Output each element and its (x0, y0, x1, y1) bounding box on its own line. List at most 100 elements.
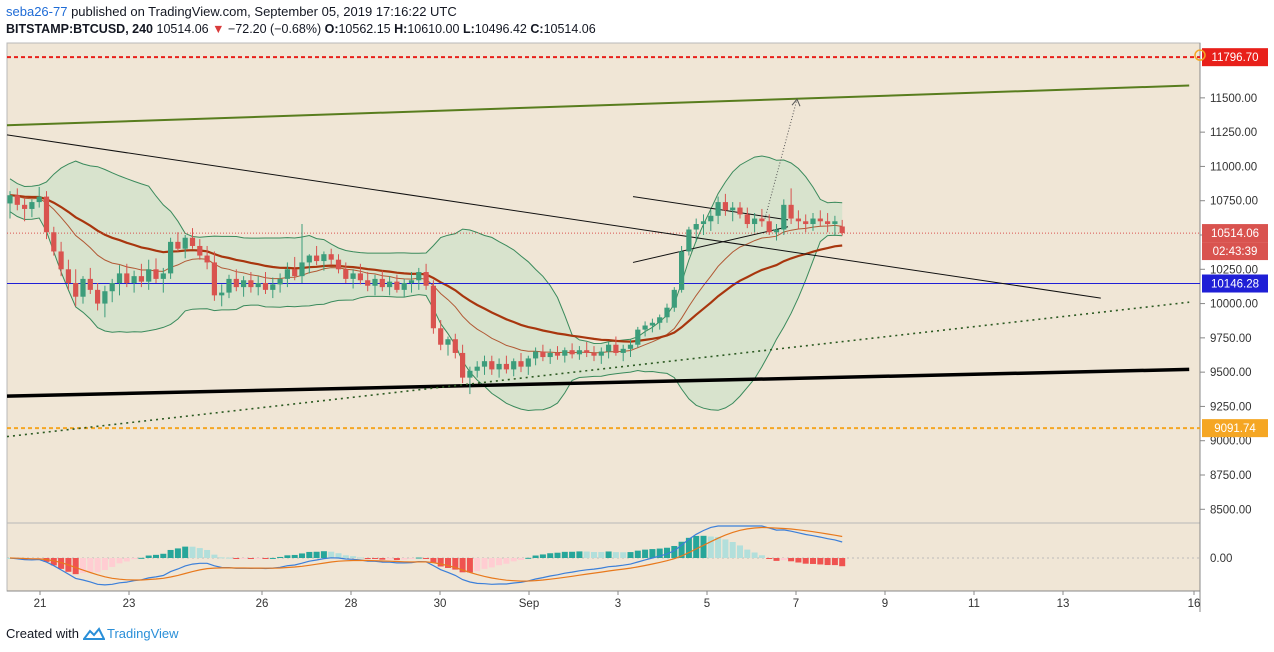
candle-body (51, 232, 57, 252)
macd-histogram-bar (204, 549, 211, 558)
candle-body (189, 237, 196, 246)
candle-body (803, 221, 809, 225)
candle-body (759, 218, 765, 222)
candle-body (766, 221, 772, 233)
candle-body (73, 283, 79, 297)
candle-body (160, 273, 166, 279)
candle-body (255, 283, 261, 288)
tradingview-logo-icon (81, 627, 106, 644)
candle-body (693, 224, 699, 230)
macd-histogram-bar (313, 551, 320, 558)
macd-histogram-bar (211, 554, 218, 558)
macd-histogram-bar (642, 549, 649, 558)
candle-body (788, 204, 794, 219)
low-label: L: (462, 22, 475, 36)
candle-body (825, 221, 831, 225)
candle-body (452, 339, 458, 353)
low-value: 10496.42 (474, 22, 527, 36)
x-tick-label: 30 (434, 598, 447, 610)
macd-histogram-bar (700, 535, 707, 558)
candle-body (277, 278, 283, 285)
macd-histogram-bar (678, 541, 685, 558)
candle-body (365, 280, 371, 286)
close-value: 10514.06 (543, 22, 596, 36)
y-tick-label: 8500.00 (1210, 504, 1252, 516)
open-value: 10562.15 (338, 22, 391, 36)
candle-body (591, 352, 597, 356)
macd-histogram-bar (372, 558, 378, 559)
macd-histogram-bar (488, 558, 495, 568)
candle-body (80, 278, 86, 297)
macd-histogram-bar (350, 556, 357, 558)
macd-histogram-bar (744, 549, 751, 558)
candle-body (335, 259, 342, 270)
dotted-trendline (6, 301, 1190, 438)
macd-histogram-bar (430, 558, 437, 563)
candle-body (321, 254, 327, 262)
macd-histogram-bar (445, 558, 451, 568)
macd-histogram-bar (291, 554, 298, 558)
macd-histogram-bar (415, 557, 422, 559)
x-tick-label: 21 (34, 598, 47, 610)
macd-histogram-bar (189, 546, 196, 558)
macd-histogram-bar (693, 535, 700, 558)
author-link[interactable]: seba26-77 (6, 4, 68, 19)
macd-histogram-bar (780, 558, 787, 561)
macd-histogram-bar (72, 558, 79, 575)
candle-body (43, 196, 50, 233)
close-label: C: (530, 22, 544, 36)
macd-histogram-bar (437, 558, 444, 567)
candle-body (576, 350, 582, 355)
x-tick-label: 9 (882, 598, 888, 610)
macd-histogram-bar (788, 558, 795, 562)
macd-histogram-bar (459, 558, 466, 573)
macd-histogram-bar (80, 558, 86, 573)
candle-body (613, 344, 619, 353)
candle-body (219, 292, 225, 296)
macd-histogram-bar (773, 558, 780, 561)
candle-body (540, 351, 546, 358)
y-tick-label: 11250.00 (1210, 127, 1257, 139)
y-tick-label: 11000.00 (1210, 161, 1257, 173)
high-label: H: (394, 22, 408, 36)
publish-info: seba26-77 published on TradingView.com, … (6, 4, 457, 19)
thick-support-trendline (6, 367, 1190, 398)
macd-histogram-bar (576, 551, 583, 558)
open-label: O: (324, 22, 339, 36)
candle-body (87, 278, 93, 290)
macd-histogram-bar (810, 558, 816, 564)
footer: Created with TradingView (6, 626, 179, 644)
y-tick-label: 10000.00 (1210, 299, 1258, 311)
tradingview-brand[interactable]: TradingView (106, 626, 179, 641)
price-label-text: 11796.70 (1211, 52, 1258, 64)
x-tick-label: 23 (123, 598, 136, 610)
macd-histogram-bar (393, 558, 400, 561)
candle-body (722, 202, 728, 211)
candle-body (138, 276, 144, 282)
macd-histogram-bar (262, 558, 269, 559)
candle-body (664, 307, 670, 318)
macd-histogram-bar (364, 558, 371, 559)
candle-body (153, 269, 159, 279)
macd-histogram-bar (87, 558, 94, 573)
y-tick-label: 9000.00 (1210, 436, 1252, 448)
x-tick-label: 13 (1057, 598, 1070, 610)
candle-body (547, 352, 553, 358)
price-label-box (1202, 274, 1268, 293)
y-tick-label: 9250.00 (1210, 401, 1252, 413)
macd-histogram-bar (94, 558, 101, 573)
macd-histogram-bar (306, 551, 313, 558)
macd-histogram-bar (620, 552, 627, 558)
candle-body (584, 350, 590, 353)
x-tick-label: 28 (345, 598, 358, 610)
candle-body (503, 363, 509, 370)
macd-histogram-bar (715, 536, 722, 558)
macd-histogram-bar (269, 557, 276, 559)
candle-body (394, 281, 400, 290)
candle-body (416, 272, 422, 281)
macd-histogram-bar (481, 558, 488, 569)
macd-histogram-bar (50, 558, 57, 566)
macd-signal-line (9, 526, 843, 582)
candle-body (14, 195, 20, 205)
